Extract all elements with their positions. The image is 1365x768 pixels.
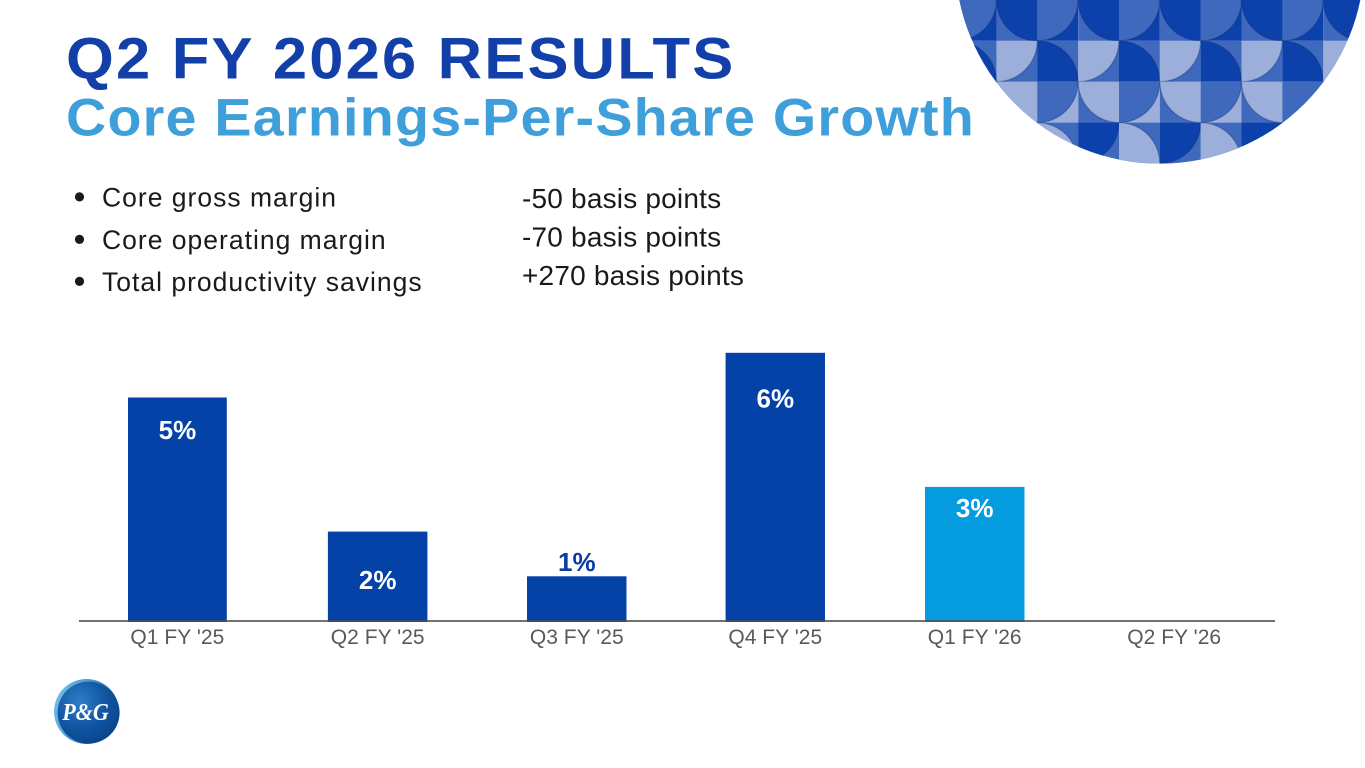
svg-text:Core Earnings-Per-Share Growth: Core Earnings-Per-Share Growth — [66, 89, 975, 147]
svg-text:-50 basis points: -50 basis points — [522, 183, 721, 214]
svg-text:Q1 FY '26: Q1 FY '26 — [928, 626, 1022, 649]
svg-text:2%: 2% — [359, 565, 397, 595]
svg-text:Total productivity savings: Total productivity savings — [102, 267, 423, 297]
svg-text:3%: 3% — [956, 493, 994, 523]
svg-text:Core operating margin: Core operating margin — [102, 225, 387, 255]
svg-text:Q3 FY '25: Q3 FY '25 — [530, 626, 624, 649]
svg-text:Q2 FY '25: Q2 FY '25 — [331, 626, 425, 649]
svg-text:Q2 FY '26: Q2 FY '26 — [1127, 626, 1221, 649]
svg-text:P&G: P&G — [61, 699, 109, 726]
svg-text:6%: 6% — [757, 384, 795, 414]
svg-text:+270 basis points: +270 basis points — [522, 260, 744, 291]
svg-text:5%: 5% — [159, 415, 197, 445]
svg-text:Q4 FY '25: Q4 FY '25 — [728, 626, 822, 649]
svg-text:Q1 FY '25: Q1 FY '25 — [130, 626, 224, 649]
svg-text:Core gross margin: Core gross margin — [102, 182, 337, 212]
svg-text:1%: 1% — [558, 547, 596, 577]
svg-text:Q2 FY 2026 RESULTS: Q2 FY 2026 RESULTS — [66, 26, 735, 91]
svg-text:-70 basis points: -70 basis points — [522, 221, 721, 252]
